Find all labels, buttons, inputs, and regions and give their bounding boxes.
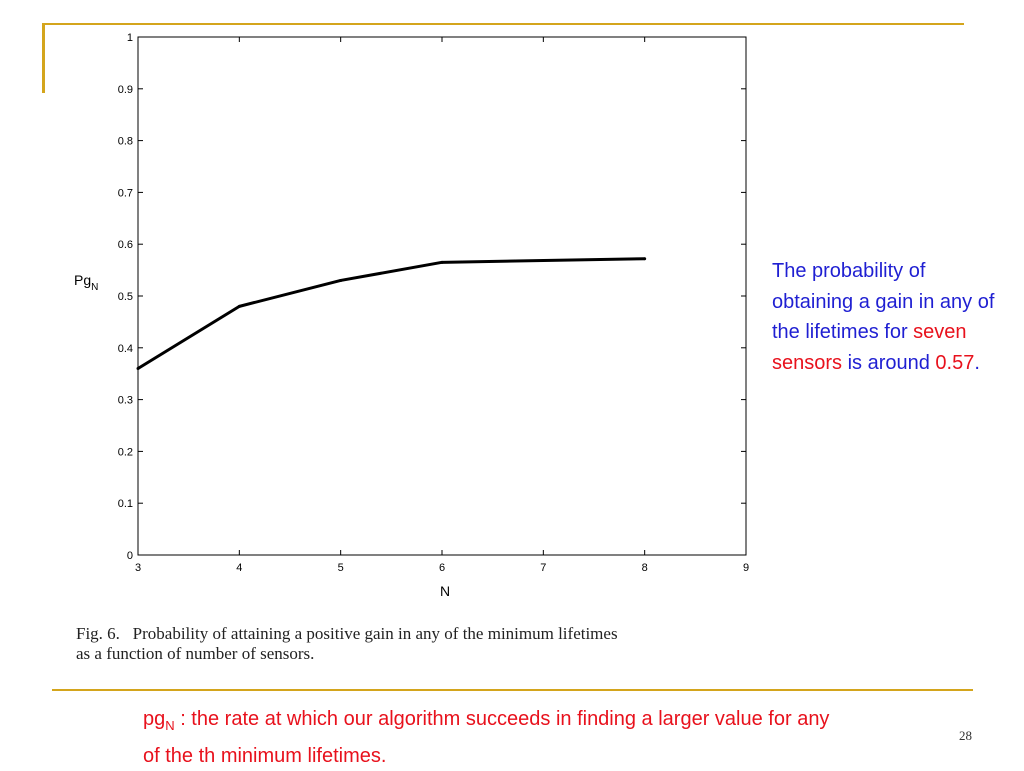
x-axis-label: N <box>440 583 450 599</box>
x-tick-label: 5 <box>338 562 344 574</box>
top-rule <box>42 23 964 25</box>
y-tick-label: 0.5 <box>118 291 133 303</box>
y-tick-label: 0.9 <box>118 84 133 96</box>
side-note-text-3: . <box>974 351 980 374</box>
y-axis-label-sub: N <box>91 282 98 293</box>
y-tick-label: 1 <box>127 32 133 44</box>
y-tick-label: 0.3 <box>118 395 133 407</box>
left-accent-bar <box>42 23 45 93</box>
side-note-text-1: The probability of obtaining a gain in a… <box>772 260 995 343</box>
y-axis-label-main: Pg <box>74 272 91 288</box>
probability-chart: 00.10.20.30.40.50.60.70.80.913 4 5 6 7 8 9 PgN… <box>74 32 749 599</box>
y-tick-label: 0.4 <box>118 343 133 355</box>
figure-caption: Fig. 6. Probability of attaining a posit… <box>76 624 776 664</box>
caption-line-1: Fig. 6. Probability of attaining a posit… <box>76 624 618 643</box>
y-tick-label: 0.6 <box>118 239 133 251</box>
y-tick-label: 0 <box>127 550 133 562</box>
footnote: pgN : the rate at which our algorithm su… <box>143 704 843 771</box>
caption-line-2: as a function of number of sensors. <box>76 644 315 663</box>
footnote-text: : the rate at which our algorithm succee… <box>143 708 830 767</box>
x-tick-label: 3 <box>135 562 141 574</box>
footnote-symbol: pg <box>143 708 166 730</box>
side-note-highlight-value: 0.57 <box>935 351 975 374</box>
data-point <box>643 257 647 261</box>
x-tick-label: 6 <box>439 562 445 574</box>
x-tick-label: 9 <box>743 562 749 574</box>
data-point <box>339 278 343 282</box>
x-tick-label: 4 <box>236 562 242 574</box>
series-line <box>137 257 645 370</box>
side-note-text-2: is around <box>842 351 936 374</box>
y-tick-label: 0.7 <box>118 187 133 199</box>
plot-frame <box>137 36 747 556</box>
side-note: The probability of obtaining a gain in a… <box>772 256 1002 378</box>
side-note-highlight-sensors: seven sensors <box>772 321 967 374</box>
footnote-symbol-subscript: N <box>165 718 175 733</box>
data-point <box>237 304 241 308</box>
page-number: 28 <box>959 728 972 743</box>
plot-area: 0 0.1 0.2 0.3 0.4 0.5 0.6 0.7 0.8 0.9 1 3 4 5 6 7 8 9 <box>118 32 749 574</box>
y-tick-label: 0.2 <box>118 446 133 458</box>
y-tick-label: 0.1 <box>118 498 133 510</box>
y-axis-label: PgN <box>74 272 98 293</box>
y-tick-label: 0.8 <box>118 136 133 148</box>
x-tick-label: 7 <box>540 562 546 574</box>
x-tick-label: 8 <box>642 562 648 574</box>
bottom-rule <box>52 689 973 691</box>
data-point <box>440 260 444 264</box>
data-point <box>136 367 140 371</box>
